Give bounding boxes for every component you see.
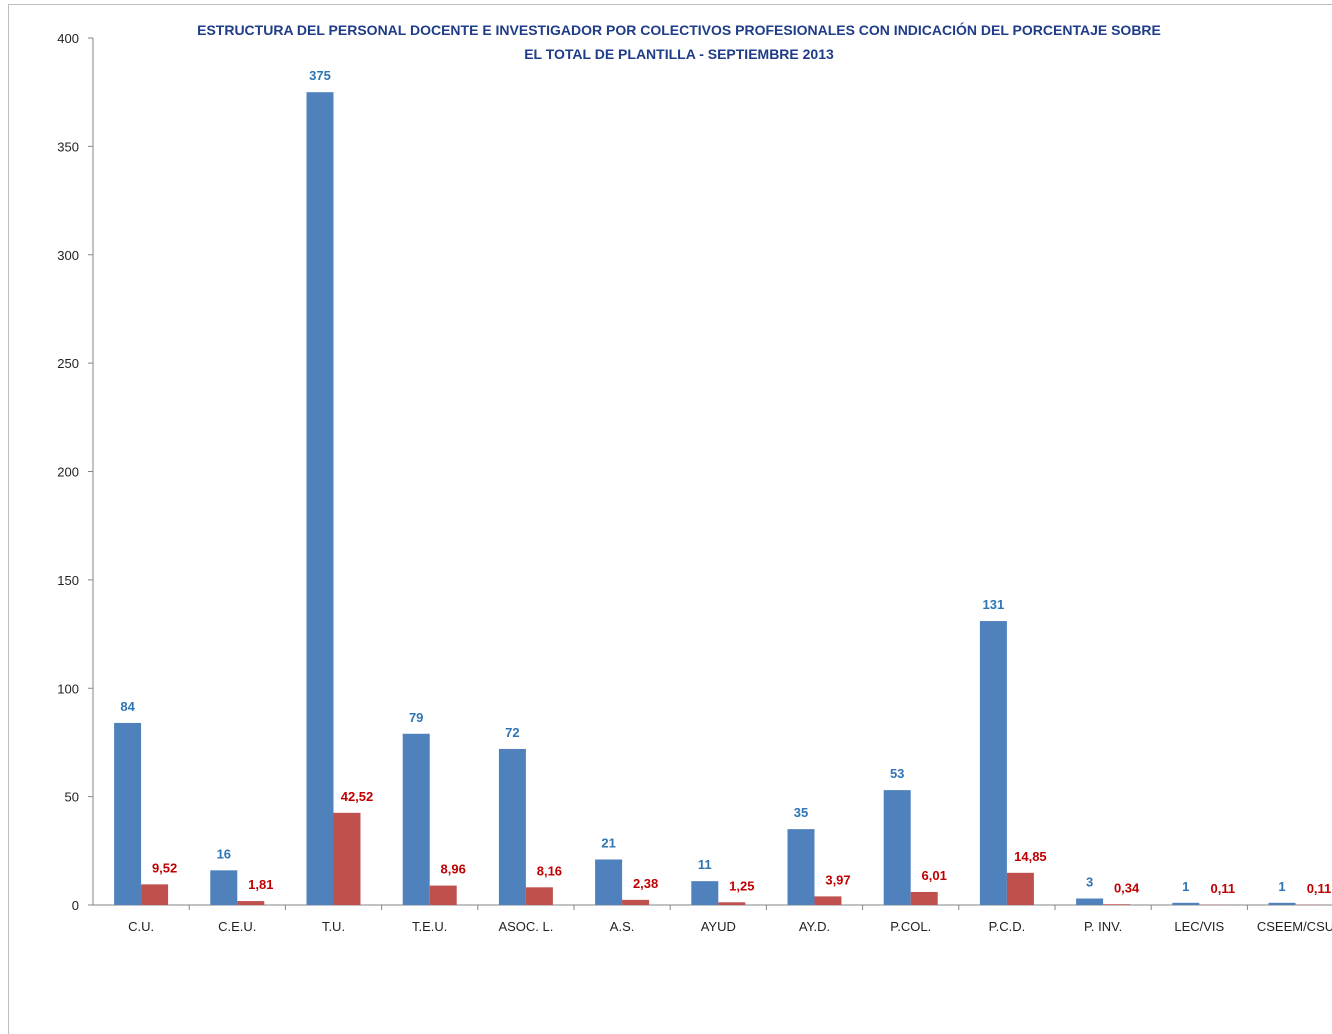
- y-tick-label: 50: [65, 790, 79, 805]
- data-label-series-1: 11: [698, 857, 712, 872]
- x-tick-label: P.COL.: [890, 919, 931, 934]
- y-tick-label: 100: [57, 681, 79, 696]
- data-label-series-2: 1,25: [729, 878, 754, 893]
- y-tick-label: 350: [57, 139, 79, 154]
- bar-series-2: [622, 900, 649, 905]
- bar-series-1: [1076, 898, 1103, 905]
- bar-series-2: [430, 886, 457, 905]
- bar-series-2: [911, 892, 938, 905]
- bar-series-1: [884, 790, 911, 905]
- y-tick-label: 300: [57, 248, 79, 263]
- data-label-series-2: 9,52: [152, 860, 177, 875]
- y-tick-label: 200: [57, 465, 79, 480]
- bar-series-1: [210, 870, 237, 905]
- chart-data-labels: 849,52161,8137542,52798,96728,16212,3811…: [120, 68, 1331, 896]
- data-label-series-1: 53: [890, 766, 904, 781]
- x-tick-label: AYUD: [701, 919, 736, 934]
- data-label-series-2: 42,52: [341, 789, 374, 804]
- x-tick-label: AY.D.: [799, 919, 830, 934]
- data-label-series-1: 21: [601, 835, 615, 850]
- data-label-series-2: 0,11: [1211, 881, 1236, 896]
- data-label-series-2: 14,85: [1014, 849, 1047, 864]
- data-label-series-1: 79: [409, 710, 423, 725]
- x-tick-label: P. INV.: [1084, 919, 1122, 934]
- bar-series-1: [691, 881, 718, 905]
- bar-series-2: [718, 902, 745, 905]
- x-tick-label: LEC/VIS: [1174, 919, 1224, 934]
- bar-series-2: [526, 887, 553, 905]
- data-label-series-2: 8,16: [537, 863, 562, 878]
- data-label-series-1: 3: [1086, 874, 1093, 889]
- chart-title-line1: ESTRUCTURA DEL PERSONAL DOCENTE E INVEST…: [197, 21, 1161, 38]
- bar-series-1: [307, 92, 334, 905]
- bar-series-1: [1269, 903, 1296, 905]
- y-tick-label: 250: [57, 356, 79, 371]
- bar-series-1: [595, 859, 622, 905]
- data-label-series-1: 84: [120, 699, 135, 714]
- bar-series-1: [788, 829, 815, 905]
- x-tick-label: P.C.D.: [989, 919, 1026, 934]
- bar-series-2: [1103, 904, 1130, 905]
- x-tick-label: A.S.: [610, 919, 635, 934]
- data-label-series-2: 2,38: [633, 876, 658, 891]
- data-label-series-2: 0,11: [1307, 881, 1332, 896]
- bar-series-1: [980, 621, 1007, 905]
- y-tick-label: 0: [72, 898, 79, 913]
- data-label-series-2: 1,81: [248, 877, 273, 892]
- data-label-series-2: 3,97: [825, 872, 850, 887]
- x-tick-label: CSEEM/CSU: [1257, 919, 1332, 934]
- x-tick-label: C.E.U.: [218, 919, 256, 934]
- x-tick-label: C.U.: [128, 919, 154, 934]
- bar-series-2: [141, 884, 168, 905]
- bar-series-2: [237, 901, 264, 905]
- data-label-series-1: 375: [309, 68, 331, 83]
- data-label-series-1: 35: [794, 805, 808, 820]
- data-label-series-1: 1: [1278, 879, 1285, 894]
- chart-title-line2: EL TOTAL DE PLANTILLA - SEPTIEMBRE 2013: [524, 46, 834, 62]
- data-label-series-1: 72: [505, 725, 519, 740]
- data-label-series-1: 1: [1182, 879, 1189, 894]
- x-tick-label: T.U.: [322, 919, 345, 934]
- y-tick-label: 400: [57, 31, 79, 46]
- bar-series-1: [499, 749, 526, 905]
- bar-series-1: [114, 723, 141, 905]
- bar-series-2: [334, 813, 361, 905]
- data-label-series-2: 0,34: [1114, 880, 1140, 895]
- data-label-series-1: 131: [983, 597, 1005, 612]
- data-label-series-1: 16: [217, 846, 231, 861]
- x-tick-label: T.E.U.: [412, 919, 447, 934]
- y-tick-label: 150: [57, 573, 79, 588]
- x-tick-label: ASOC. L.: [498, 919, 553, 934]
- chart-axes: 0 50 100 150 200 250 300 350 400 C.U. C.E.U. T.U. T.…: [57, 31, 1332, 934]
- bar-series-2: [1007, 873, 1034, 905]
- chart-bars: [114, 92, 1322, 905]
- data-label-series-2: 6,01: [922, 868, 947, 883]
- data-label-series-2: 8,96: [441, 862, 466, 877]
- bar-series-1: [1172, 903, 1199, 905]
- bar-series-1: [403, 734, 430, 905]
- bar-series-2: [815, 896, 842, 905]
